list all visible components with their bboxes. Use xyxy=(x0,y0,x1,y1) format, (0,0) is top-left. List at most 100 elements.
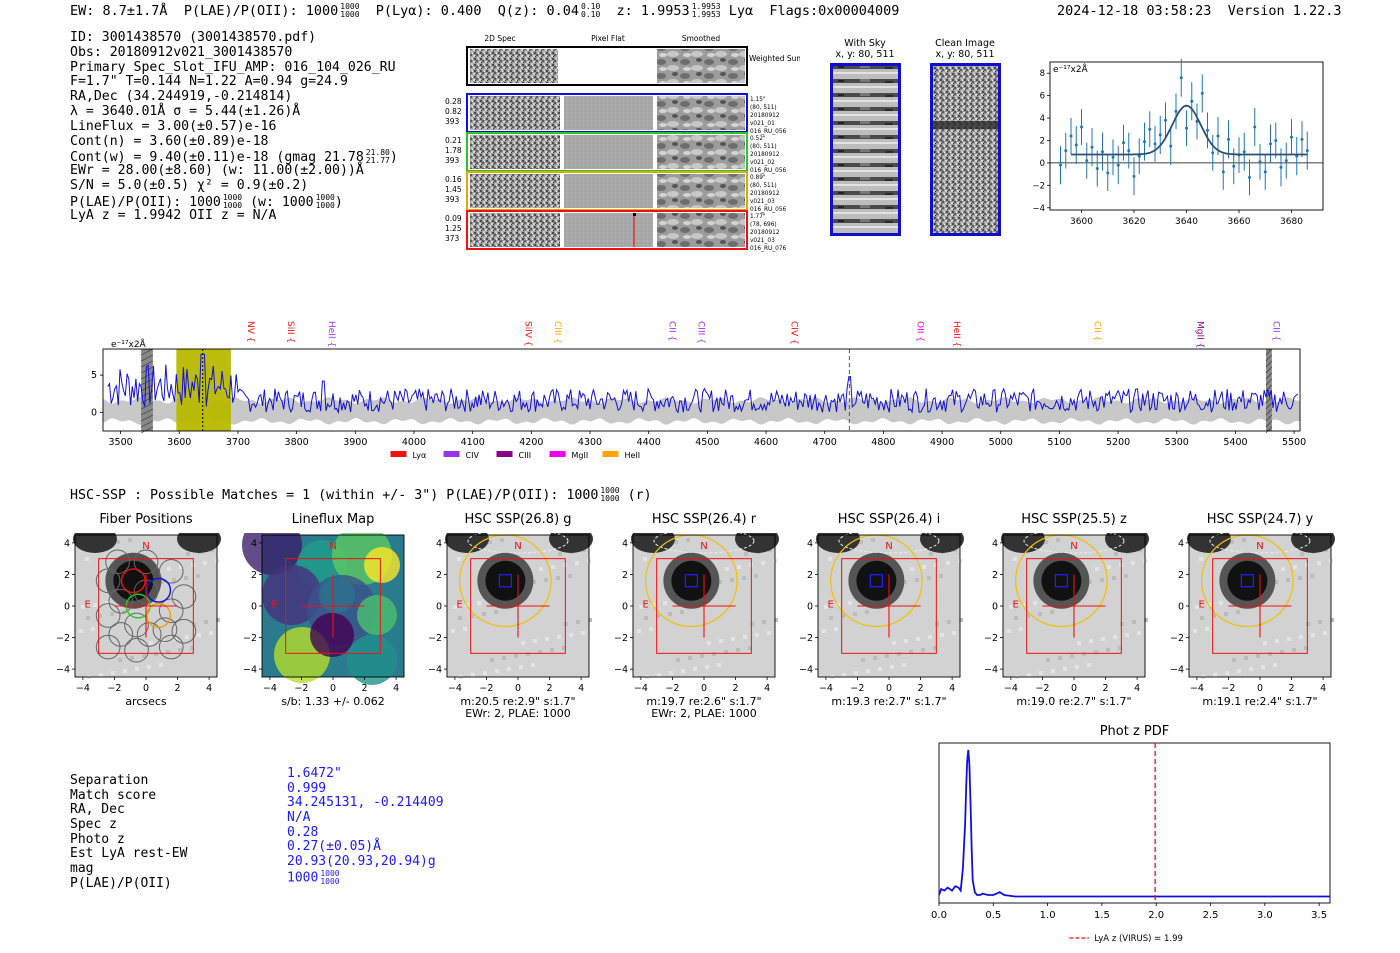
hsc-image-pixel xyxy=(190,646,194,650)
hsc-panel-image: N E 4 2 0 −2 −4 −4 −2 0 2 4 xyxy=(984,533,1149,694)
lineflux-map-blob xyxy=(242,533,302,575)
hsc-image-pixel xyxy=(940,633,944,637)
zoom-spec-ytick-label: 6 xyxy=(1040,92,1045,102)
hsc-image-pixel xyxy=(179,565,183,569)
zoom-spec-point xyxy=(1263,170,1267,174)
hsc-image-pixel xyxy=(471,673,475,677)
hsc-search-box xyxy=(1026,558,1122,654)
fiber-circle xyxy=(133,549,159,575)
hsc-image-pixel xyxy=(829,616,833,620)
hsc-image-pixel xyxy=(196,574,200,578)
hsc-image-pixel xyxy=(105,601,109,605)
hsc-image-pixel xyxy=(767,631,771,635)
zoom-spec-point xyxy=(1069,134,1073,138)
hsc-ytick-label: 2 xyxy=(992,570,998,581)
zoom-spec-point xyxy=(1248,175,1251,179)
hsc-xtick-label: 4 xyxy=(578,683,584,694)
sky-cutout-title: With Sky x, y: 80, 511 xyxy=(830,38,900,60)
full-spec-frame xyxy=(102,348,1301,432)
full-spec-hatch xyxy=(1265,414,1273,422)
info-primary: Primary Spec_Slot_IFU_AMP: 016_104_026_R… xyxy=(70,59,396,75)
hsc-image-pixel xyxy=(1224,612,1228,616)
hsc-panel-caption-line: m:19.3 re:2.7" s:1.7" xyxy=(831,695,947,708)
sky-cutout-image xyxy=(830,63,901,236)
hsc-image-pixel xyxy=(873,656,877,660)
hsc-image-pixel xyxy=(1280,650,1284,654)
hsc-dashed-ellipse xyxy=(1209,533,1311,554)
hsc-neighbor-source xyxy=(631,533,675,553)
hsc-image-pixel xyxy=(1095,567,1099,571)
hsc-image-pixel xyxy=(1144,618,1148,622)
hsc-image-pixel xyxy=(149,641,153,645)
hsc-panel-caption-line: s/b: 1.33 +/- 0.062 xyxy=(281,695,385,708)
zoom-spec-ytick-label: −2 xyxy=(1032,181,1045,191)
hsc-xtick-label: −4 xyxy=(263,683,277,694)
zoom-spec-point xyxy=(1137,154,1141,158)
full-spec-hatch xyxy=(1265,420,1273,428)
hsc-image-pixel xyxy=(841,614,845,618)
hsc-image-pixel xyxy=(921,648,925,652)
hsc-match-box xyxy=(498,574,512,588)
hsc-image-pixel xyxy=(1050,610,1054,614)
full-spec-xtick-label: 4900 xyxy=(930,437,954,448)
zoom-spec-point xyxy=(1179,76,1183,80)
full-spec-xtick-label: 5500 xyxy=(1282,437,1306,448)
full-spec-xtick-label: 4200 xyxy=(519,437,543,448)
match-label-radec: RA, Dec xyxy=(70,802,125,818)
hsc-image-pixel xyxy=(154,652,158,656)
hsc-east-label: E xyxy=(642,600,648,611)
full-spec-legend-label: CIV xyxy=(466,451,480,460)
hsc-ytick-label: 2 xyxy=(436,570,442,581)
spec2d-row-flat xyxy=(564,96,653,130)
full-spec-hatch xyxy=(141,420,154,428)
hsc-source-core xyxy=(485,560,526,601)
match-value-mag: 20.93(20.93,20.94)g xyxy=(287,854,436,870)
hsc-image-pixel xyxy=(933,646,937,650)
full-spec-xtick-label: 3700 xyxy=(226,437,250,448)
hsc-image-pixel xyxy=(910,567,914,571)
hsc-image-pixel xyxy=(959,618,963,622)
zoom-spec-point xyxy=(1064,149,1068,153)
zoom-spec-point xyxy=(1200,91,1204,95)
hsc-image-pixel xyxy=(854,671,858,675)
hsc-image-pixel xyxy=(1088,580,1092,584)
hsc-image-pixel xyxy=(1014,616,1018,620)
fiber-highlighted xyxy=(146,577,172,603)
hsc-panel-title: HSC SSP(24.7) y xyxy=(1206,512,1314,527)
info-block: ID: 3001438570 (3001438570.pdf) Obs: 201… xyxy=(70,30,398,223)
hsc-neighbor-source xyxy=(73,533,117,553)
hsc-source-core xyxy=(1227,560,1268,601)
hsc-image-pixel xyxy=(142,654,146,658)
header-z: z: 1.9953 xyxy=(616,3,690,19)
zoom-spec-point xyxy=(1290,135,1293,139)
hsc-image-pixel xyxy=(488,540,492,544)
hsc-image-pixel xyxy=(483,671,487,675)
hsc-image-pixel xyxy=(1120,622,1124,626)
full-spec-legend-swatch xyxy=(602,451,619,457)
header-z-hi: 1.9953 xyxy=(691,2,721,11)
hsc-xtick-label: −2 xyxy=(850,683,864,694)
hsc-xtick-label: 4 xyxy=(1134,683,1140,694)
hsc-ytick-label: 4 xyxy=(64,538,70,549)
hsc-image-pixel xyxy=(457,557,461,561)
hsc-dashed-ellipse xyxy=(467,533,569,554)
full-spec-line-label: CIV { xyxy=(788,321,798,345)
zoom-spec-point xyxy=(1059,163,1062,167)
info-obs: Obs: 20180912v021_3001438570 xyxy=(70,44,293,60)
hsc-image-pixel xyxy=(166,650,170,654)
hsc-image-pixel xyxy=(680,610,684,614)
hsc-image-pixel xyxy=(186,552,190,556)
info-lineflux: LineFlux = 3.00(±0.57)e-16 xyxy=(70,118,277,134)
hsc-xtick-label: 2 xyxy=(1103,683,1109,694)
hsc-xtick-label: −2 xyxy=(1221,683,1235,694)
hsc-image-pixel xyxy=(575,561,579,565)
hsc-ytick-label: −2 xyxy=(428,633,442,644)
hsc-image-pixel xyxy=(203,561,207,565)
hsc-image-pixel xyxy=(1082,652,1086,656)
hsc-image-pixel xyxy=(569,633,573,637)
zoom-spec-point xyxy=(1300,137,1304,141)
zoom-spec-ytick-label: 4 xyxy=(1040,114,1045,124)
hsc-ytick-label: −4 xyxy=(984,665,998,676)
hsc-image-pixel xyxy=(581,631,585,635)
header-qz: Q(z): 0.04 xyxy=(497,3,579,19)
